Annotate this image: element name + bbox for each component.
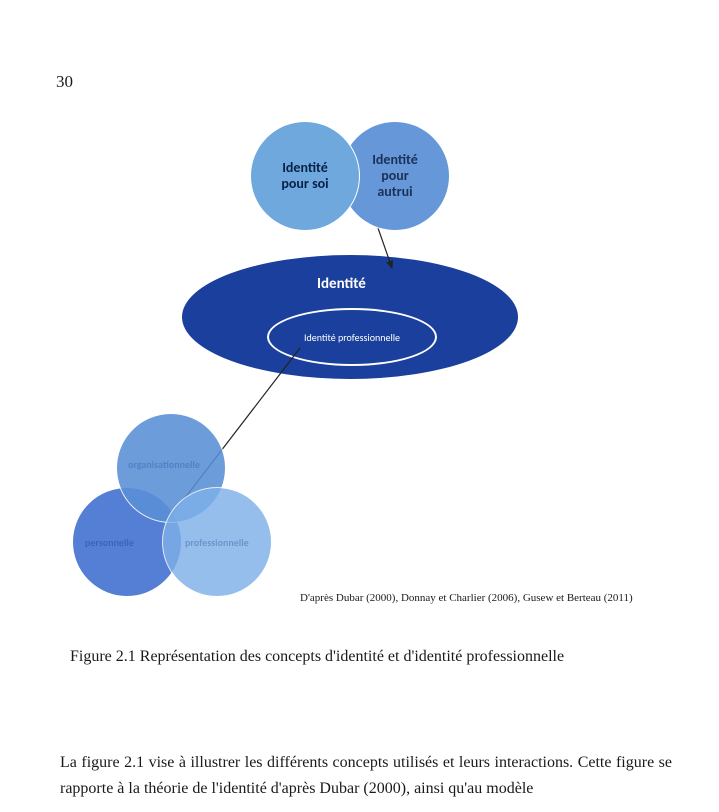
inner-ellipse: Identité professionnelle [267, 308, 437, 366]
body-paragraph: La figure 2.1 vise à illustrer les diffé… [60, 750, 672, 801]
page-number: 30 [56, 72, 73, 92]
venn-right [162, 487, 272, 597]
page: 30 Identitépour soi Identitépourautrui I… [0, 0, 719, 812]
top-circle-left: Identitépour soi [250, 121, 360, 231]
arrow-top [0, 0, 719, 812]
top-circle-right-label: Identitépourautrui [372, 152, 418, 200]
top-circle-left-label: Identitépour soi [281, 160, 328, 192]
main-ellipse-label: Identité [317, 275, 366, 293]
inner-ellipse-label: Identité professionnelle [304, 331, 400, 344]
figure-caption: Figure 2.1 Représentation des concepts d… [70, 648, 670, 666]
diagram-citation: D'après Dubar (2000), Donnay et Charlier… [300, 592, 633, 604]
